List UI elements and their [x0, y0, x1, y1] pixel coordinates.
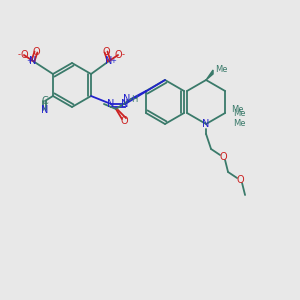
Text: O: O — [236, 175, 244, 185]
Text: N: N — [123, 94, 130, 104]
Text: -: - — [122, 50, 124, 59]
Text: N: N — [41, 105, 49, 115]
Text: O: O — [219, 152, 227, 162]
Text: N: N — [29, 56, 37, 66]
Text: O: O — [32, 47, 40, 57]
Text: H: H — [131, 94, 137, 103]
Text: N: N — [107, 99, 115, 109]
Text: +: + — [26, 58, 32, 64]
Text: O: O — [120, 116, 128, 126]
Text: N: N — [105, 56, 113, 66]
Polygon shape — [206, 70, 213, 80]
Text: O: O — [114, 50, 122, 60]
Text: Me: Me — [215, 64, 227, 74]
Text: O: O — [20, 50, 28, 60]
Text: C: C — [42, 96, 48, 106]
Text: N: N — [202, 119, 210, 129]
Text: Me: Me — [231, 106, 243, 115]
Text: Me: Me — [233, 109, 245, 118]
Text: O: O — [102, 47, 110, 57]
Text: -: - — [17, 50, 20, 59]
Text: N: N — [122, 99, 129, 109]
Text: Me: Me — [233, 118, 245, 127]
Text: +: + — [110, 58, 116, 64]
